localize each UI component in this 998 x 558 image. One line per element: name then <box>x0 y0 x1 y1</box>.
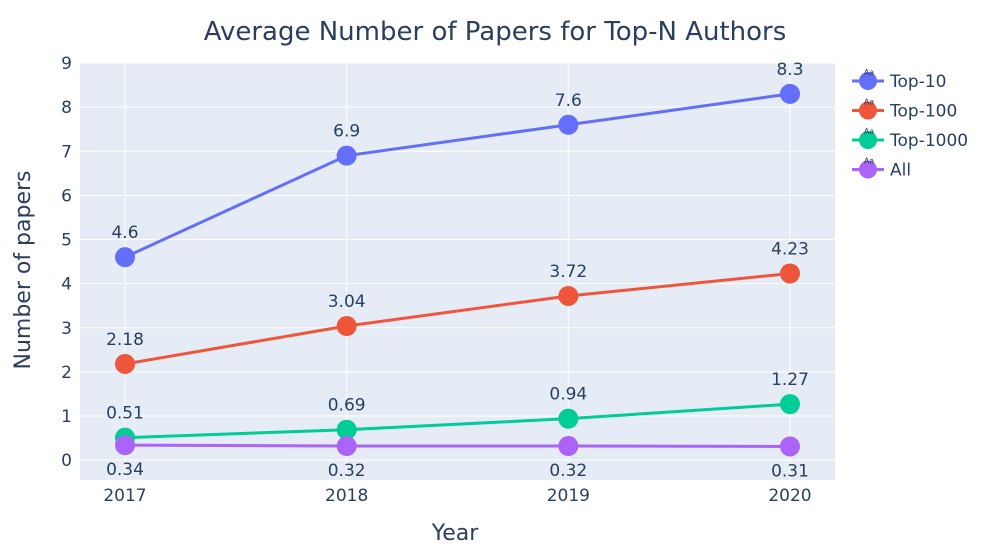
y-tick-label: 1 <box>61 407 72 427</box>
legend-marker <box>859 131 877 149</box>
series-top-100 <box>115 263 800 374</box>
data-label-top-1000: 0.51 <box>106 404 144 424</box>
series-top-10 <box>115 83 800 268</box>
x-tick-label: 2017 <box>103 486 146 506</box>
series-line-top-1000 <box>124 402 791 440</box>
y-tick-label: 6 <box>61 186 72 206</box>
legend-label: Top-100 <box>889 102 957 122</box>
data-label-all: 0.34 <box>106 460 144 480</box>
y-tick-label: 8 <box>61 98 72 118</box>
data-point-top-10 <box>780 83 800 104</box>
data-label-top-10: 4.6 <box>111 223 138 243</box>
data-point-top-1000 <box>780 394 800 415</box>
legend-marker-text: Aa <box>864 127 874 136</box>
legend-label: Top-10 <box>889 72 946 92</box>
legend: Aa Top-10 Aa Top-100 Aa Top-1000 Aa All <box>852 68 968 181</box>
y-tick-label: 3 <box>61 319 72 339</box>
y-tick-label: 2 <box>61 363 72 383</box>
data-label-top-10: 8.3 <box>776 60 803 80</box>
data-label-top-1000: 0.69 <box>328 396 366 416</box>
legend-marker <box>859 160 877 179</box>
data-point-top-100 <box>558 285 579 306</box>
y-tick-label: 0 <box>61 451 72 471</box>
ticks: 0 1 2 3 4 5 6 7 8 9 2017 2018 2019 2020 <box>61 54 811 506</box>
data-label-top-100: 2.18 <box>106 330 144 350</box>
y-tick-label: 4 <box>61 275 72 295</box>
legend-marker <box>859 72 877 90</box>
y-tick-label: 7 <box>61 142 72 162</box>
series-line-top-10 <box>124 92 791 259</box>
chart-title: Average Number of Papers for Top-N Autho… <box>204 17 787 47</box>
legend-marker <box>859 101 877 120</box>
legend-marker-text: Aa <box>864 98 874 107</box>
x-tick-label: 2020 <box>768 486 811 506</box>
data-point-top-1000 <box>336 419 357 440</box>
data-label-top-1000: 0.94 <box>549 385 587 405</box>
data-point-top-100 <box>780 263 800 284</box>
y-tick-label: 9 <box>61 54 72 74</box>
data-point-all <box>780 436 800 457</box>
legend-label: All <box>890 161 911 181</box>
data-point-top-10 <box>336 145 357 166</box>
data-point-top-100 <box>336 315 357 336</box>
legend-label: Top-1000 <box>889 131 968 151</box>
data-label-top-100: 4.23 <box>771 239 809 259</box>
x-tick-label: 2018 <box>325 486 368 506</box>
legend-item-top-100: Aa Top-100 <box>852 98 957 122</box>
x-tick-label: 2019 <box>547 486 590 506</box>
y-tick-label: 5 <box>61 231 72 251</box>
data-point-top-100 <box>115 353 135 374</box>
data-label-all: 0.32 <box>328 461 366 481</box>
series-all <box>115 435 800 457</box>
data-point-all <box>336 436 357 457</box>
data-point-top-1000 <box>558 408 579 429</box>
data-point-all <box>558 436 579 457</box>
data-label-top-1000: 1.27 <box>771 370 809 390</box>
data-label-top-10: 6.9 <box>333 122 360 142</box>
x-axis-title: Year <box>431 521 480 546</box>
data-label-all: 0.31 <box>771 461 809 481</box>
data-label-top-10: 7.6 <box>555 91 582 111</box>
data-point-top-10 <box>558 114 579 135</box>
data-labels: 4.6 6.9 7.6 8.3 2.18 3.04 3.72 4.23 0.51 0.69 0.94… <box>106 60 809 482</box>
series-line-all <box>124 443 791 448</box>
legend-marker-text: Aa <box>864 68 874 77</box>
series-layer <box>115 83 800 457</box>
legend-item-all: Aa All <box>852 157 911 181</box>
data-label-top-100: 3.04 <box>328 292 366 312</box>
y-axis-title: Number of papers <box>11 170 36 369</box>
data-label-all: 0.32 <box>549 461 587 481</box>
data-point-all <box>115 435 135 456</box>
data-point-top-10 <box>115 247 135 268</box>
legend-item-top-1000: Aa Top-1000 <box>852 127 968 151</box>
legend-item-top-10: Aa Top-10 <box>852 68 946 92</box>
plot-area <box>80 63 835 480</box>
legend-marker-text: Aa <box>864 157 874 166</box>
data-label-top-100: 3.72 <box>549 262 587 282</box>
series-line-top-100 <box>124 271 791 366</box>
